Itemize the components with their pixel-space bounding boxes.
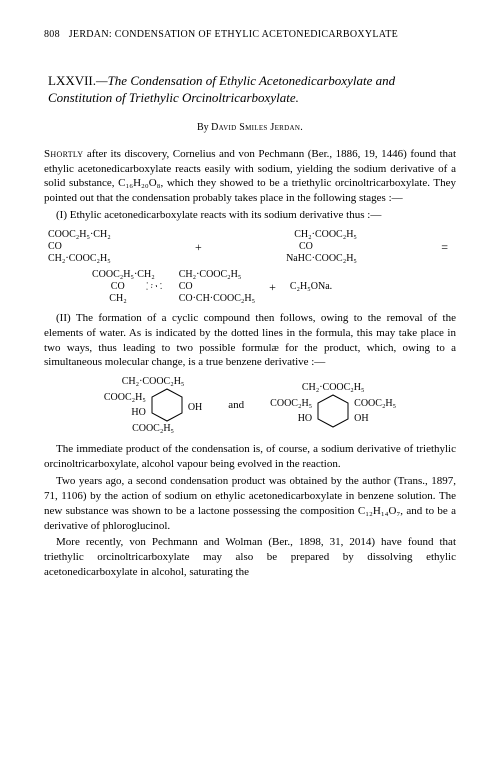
para1-lead: Shortly bbox=[44, 148, 83, 160]
reactant1-line2: CO bbox=[48, 241, 62, 253]
reactant-1: COOC₂H₅·CH₂ CO CH₂·COOC₂H₅ bbox=[48, 229, 111, 265]
structB-right-lower: OH bbox=[354, 413, 368, 424]
byline-by: By bbox=[197, 122, 209, 133]
structA-top: CH₂·COOC₂H₅ bbox=[122, 376, 185, 387]
structA-bottom: COOC₂H₅ bbox=[132, 423, 174, 434]
reactant2-line1: CH₂·COOC₂H₅ bbox=[294, 229, 357, 241]
running-head: 808 JERDAN: CONDENSATION OF ETHYLIC ACET… bbox=[44, 28, 456, 42]
and-separator: and bbox=[228, 398, 244, 413]
structB-left-upper: COOC₂H₅ bbox=[270, 398, 312, 409]
equals-operator: = bbox=[437, 240, 452, 254]
stage-ii-text: (II) The formation of a cyclic compound … bbox=[44, 311, 456, 370]
product-structure: COOC₂H₅·CH₂ CH₂·COOC₂H₅ CO ···· ···· CO … bbox=[92, 269, 255, 305]
structA-right-lower: OH bbox=[188, 402, 202, 413]
paragraph-3: The immediate product of the condensatio… bbox=[44, 442, 456, 472]
cyclic-structures: CH₂·COOC₂H₅ COOC₂H₅ HO OH COOC₂H₅ and CH… bbox=[44, 376, 456, 434]
author-name: David Smiles Jerdan. bbox=[211, 122, 303, 133]
structA-left-lower: HO bbox=[131, 407, 145, 418]
sodium-ethoxide: C₂H₅ONa. bbox=[290, 281, 332, 293]
structure-b: CH₂·COOC₂H₅ COOC₂H₅ HO COOC₂H₅ OH bbox=[270, 382, 396, 429]
plus-operator: + bbox=[191, 240, 206, 254]
running-head-text: JERDAN: CONDENSATION OF ETHYLIC ACETONED… bbox=[69, 29, 398, 40]
paragraph-4: Two years ago, a second condensation pro… bbox=[44, 474, 456, 533]
hexagon-icon bbox=[316, 393, 350, 429]
para1-rest: after its discovery, Cornelius and von P… bbox=[44, 148, 456, 205]
plus-operator-2: + bbox=[265, 280, 280, 294]
prod-tr: CH₂·COOC₂H₅ bbox=[179, 269, 242, 281]
reactant1-line1: COOC₂H₅·CH₂ bbox=[48, 229, 111, 241]
reactant-2: CH₂·COOC₂H₅ CO NaHC·COOC₂H₅ bbox=[286, 229, 357, 265]
reactant2-line3: NaHC·COOC₂H₅ bbox=[286, 253, 357, 265]
title-numeral: LXXVII. bbox=[48, 73, 96, 88]
stage-i-text: (I) Ethylic acetonedicarboxylate reacts … bbox=[44, 208, 456, 223]
reaction-equation: COOC₂H₅·CH₂ CO CH₂·COOC₂H₅ + CH₂·COOC₂H₅… bbox=[44, 229, 456, 305]
structB-left-lower: HO bbox=[298, 413, 312, 424]
structB-right-upper: COOC₂H₅ bbox=[354, 398, 396, 409]
prod-tl: COOC₂H₅·CH₂ bbox=[92, 269, 155, 281]
hexagon-icon bbox=[150, 387, 184, 423]
structure-a: CH₂·COOC₂H₅ COOC₂H₅ HO OH COOC₂H₅ bbox=[104, 376, 202, 434]
structB-top: CH₂·COOC₂H₅ bbox=[302, 382, 365, 393]
prod-br: CO·CH·COOC₂H₅ bbox=[179, 293, 255, 305]
page-number: 808 bbox=[44, 28, 60, 42]
byline: By David Smiles Jerdan. bbox=[44, 121, 456, 135]
reactant2-line2: CO bbox=[299, 241, 313, 253]
structA-left-upper: COOC₂H₅ bbox=[104, 392, 146, 403]
paragraph-intro: Shortly after its discovery, Cornelius a… bbox=[44, 147, 456, 206]
article-title: LXXVII.—The Condensation of Ethylic Acet… bbox=[48, 72, 456, 108]
prod-mr: CO bbox=[179, 281, 193, 293]
paragraph-5: More recently, von Pechmann and Wolman (… bbox=[44, 535, 456, 580]
title-dash: — bbox=[96, 73, 108, 88]
reactant1-line3: CH₂·COOC₂H₅ bbox=[48, 253, 111, 265]
